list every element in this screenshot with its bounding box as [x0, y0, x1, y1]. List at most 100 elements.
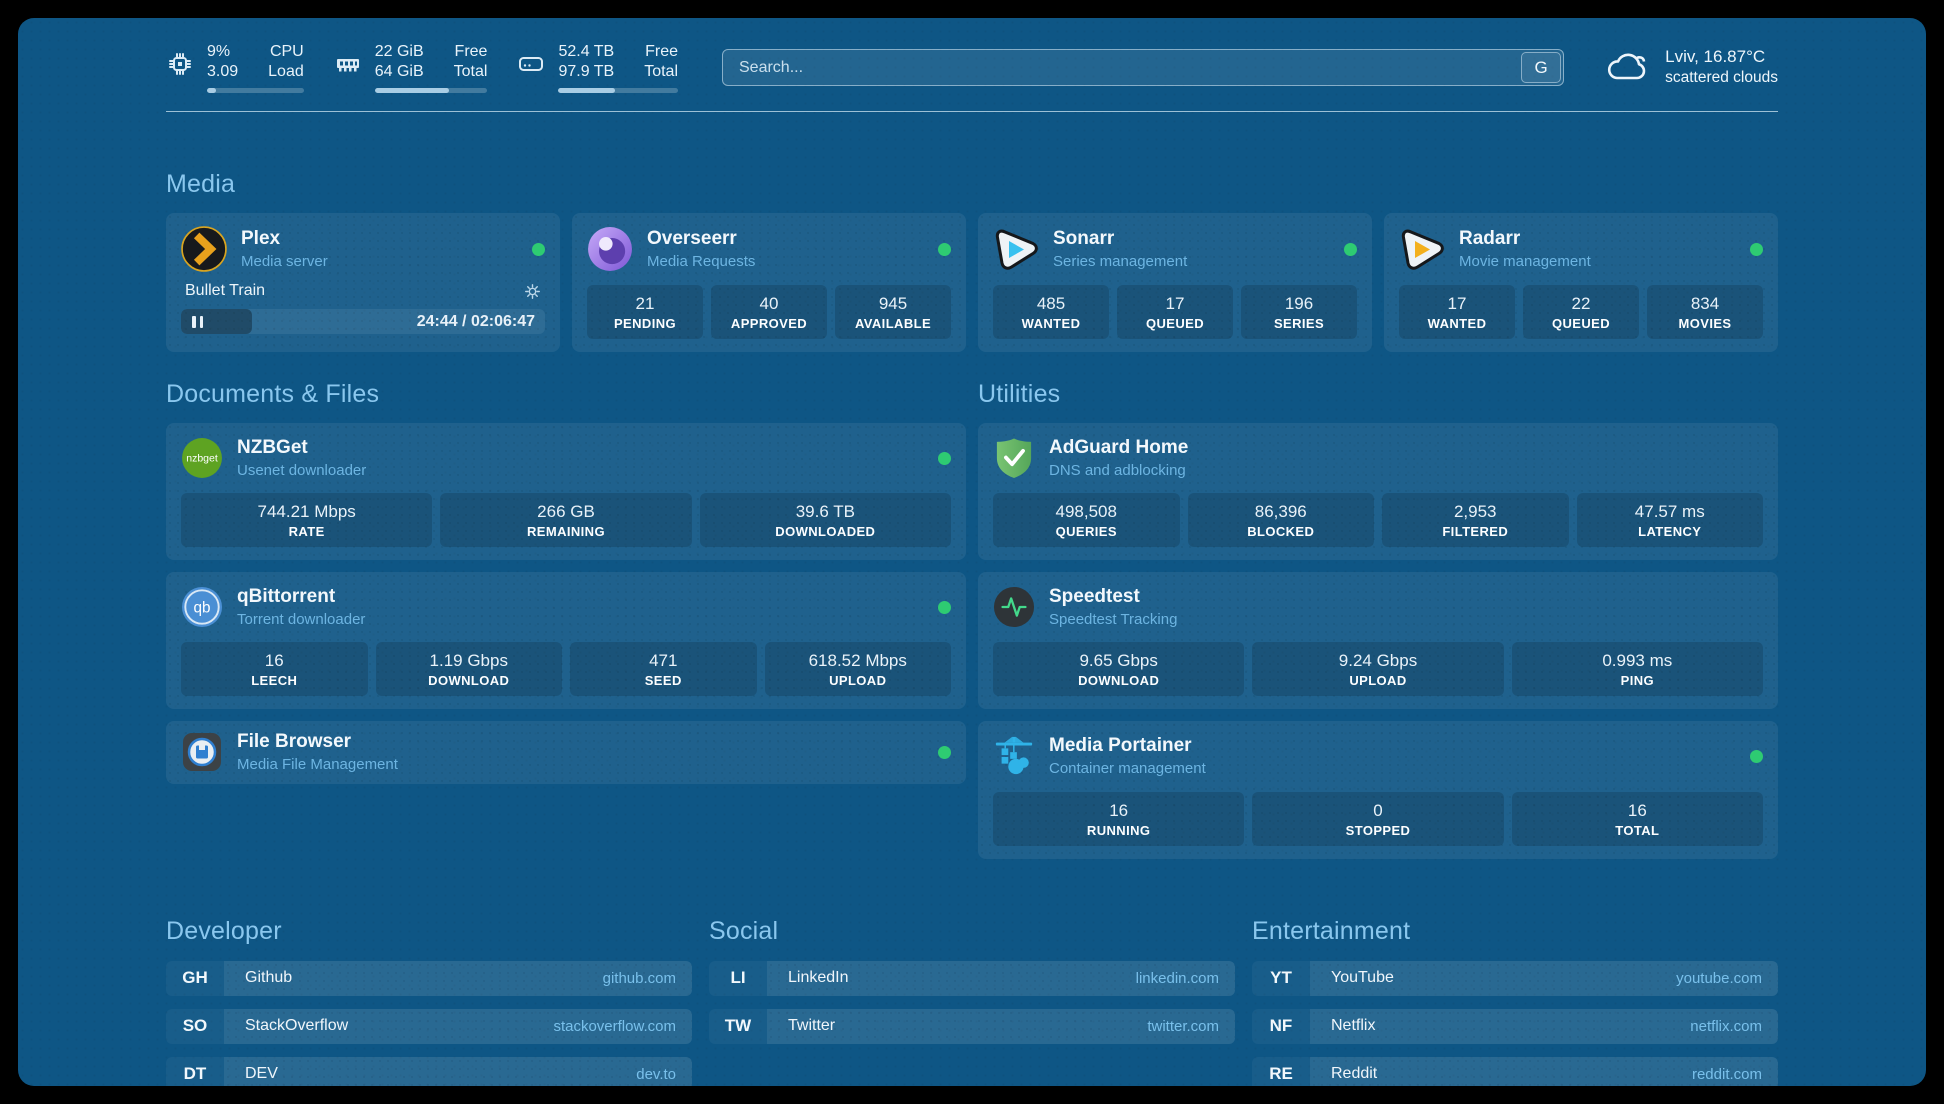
- cpu-progress-bar: [207, 88, 304, 93]
- bookmarks-entertainment: Entertainment YT YouTube youtube.com NF …: [1252, 917, 1778, 1086]
- app-subtitle: DNS and adblocking: [1049, 461, 1186, 479]
- status-dot: [1750, 242, 1763, 256]
- app-title: Overseerr: [647, 227, 737, 249]
- memory-progress-bar: [374, 88, 488, 93]
- bookmark-name: DEV: [245, 1065, 278, 1083]
- bookmark-name: Netflix: [1331, 1017, 1376, 1035]
- stat-queued: 17 QUEUED: [1117, 285, 1233, 339]
- storage-total-value: 97.9 TB: [558, 63, 615, 80]
- storage-stat: 52.4 TB 97.9 TB Free Total: [517, 42, 678, 93]
- search-input[interactable]: [722, 49, 1565, 86]
- app-card-overseerr[interactable]: Overseerr Media Requests 21 PENDING 40 APP…: [572, 213, 966, 352]
- memory-icon: [336, 59, 359, 72]
- bookmark-abbr: SO: [166, 1008, 224, 1044]
- bookmark-domain: netflix.com: [1690, 1017, 1762, 1035]
- app-subtitle: Usenet downloader: [237, 461, 367, 479]
- sonarr-icon: [993, 226, 1039, 272]
- app-card-radarr[interactable]: Radarr Movie management 17 WANTED 22 QUEUE…: [1384, 213, 1778, 352]
- status-dot: [938, 242, 951, 256]
- bookmark-reddit[interactable]: RE Reddit reddit.com: [1252, 1056, 1778, 1086]
- bookmark-name: LinkedIn: [788, 969, 849, 987]
- svg-text:qb: qb: [194, 600, 211, 617]
- bookmark-linkedin[interactable]: LI LinkedIn linkedin.com: [709, 960, 1235, 996]
- app-card-portainer[interactable]: Media Portainer Container management 16 R…: [978, 721, 1778, 859]
- memory-free-label: Free: [454, 43, 488, 60]
- status-dot: [938, 745, 951, 759]
- stat-movies: 834 MOVIES: [1647, 285, 1763, 339]
- bookmark-twitter[interactable]: TW Twitter twitter.com: [709, 1008, 1235, 1044]
- app-title: Sonarr: [1053, 227, 1115, 249]
- stat-stopped: 0 STOPPED: [1252, 791, 1504, 846]
- bookmarks-social: Social LI LinkedIn linkedin.com TW Twitt…: [709, 917, 1235, 1086]
- stat-ping: 0.993 ms PING: [1511, 642, 1763, 697]
- app-title: qBittorrent: [237, 586, 336, 608]
- bookmark-abbr: LI: [709, 960, 767, 996]
- stat-remaining: 266 GB REMAINING: [440, 493, 692, 548]
- bookmark-dev[interactable]: DT DEV dev.to: [166, 1056, 692, 1086]
- weather-location-temp: Lviv, 16.87°C: [1665, 47, 1766, 67]
- media-grid: Plex Media server Bullet Train: [166, 213, 1778, 352]
- bookmark-domain: github.com: [602, 969, 676, 987]
- app-title: NZBGet: [237, 437, 308, 458]
- stat-total: 16 TOTAL: [1511, 791, 1763, 846]
- search-engine-button[interactable]: G: [1521, 52, 1562, 83]
- app-card-speedtest[interactable]: Speedtest Speedtest Tracking 9.65 Gbps DO…: [978, 572, 1778, 710]
- bookmark-abbr: YT: [1252, 960, 1310, 996]
- memory-total-label: Total: [453, 63, 488, 80]
- stat-available: 945 AVAILABLE: [835, 285, 951, 339]
- stat-pending: 21 PENDING: [587, 285, 703, 339]
- app-subtitle: Media Requests: [647, 252, 756, 270]
- status-dot: [1344, 242, 1357, 256]
- app-card-adguard[interactable]: AdGuard Home DNS and adblocking 498,508 Q…: [978, 423, 1778, 561]
- stat-seed: 471 SEED: [570, 642, 757, 697]
- utilities-column: Utilities: [978, 380, 1778, 859]
- radarr-icon: [1399, 226, 1445, 272]
- stat-filtered: 2,953 FILTERED: [1382, 493, 1569, 548]
- bookmark-name: StackOverflow: [245, 1017, 349, 1035]
- app-card-sonarr[interactable]: Sonarr Series management 485 WANTED 17 QUE…: [978, 213, 1372, 352]
- bookmark-name: Twitter: [788, 1017, 836, 1035]
- cpu-load-label: Load: [268, 63, 304, 80]
- storage-icon: [519, 57, 544, 71]
- app-card-plex[interactable]: Plex Media server Bullet Train: [166, 213, 560, 352]
- cpu-usage-label: CPU: [269, 43, 304, 60]
- status-dot: [1750, 749, 1763, 763]
- app-card-qbittorrent[interactable]: qb qBittorrent Torrent downloader 16 LEEC…: [166, 572, 966, 710]
- header-divider: [166, 111, 1778, 112]
- bookmark-stackoverflow[interactable]: SO StackOverflow stackoverflow.com: [166, 1008, 692, 1044]
- section-title-entertainment: Entertainment: [1252, 916, 1411, 945]
- app-card-filebrowser[interactable]: File Browser Media File Management: [166, 721, 966, 784]
- bookmark-abbr: GH: [166, 960, 224, 996]
- bookmark-abbr: TW: [709, 1008, 767, 1044]
- cpu-load-value: 3.09: [207, 63, 239, 80]
- bookmark-youtube[interactable]: YT YouTube youtube.com: [1252, 960, 1778, 996]
- stat-download: 9.65 Gbps DOWNLOAD: [993, 642, 1245, 697]
- app-card-nzbget[interactable]: nzbget NZBGet Usenet downloader 744.21 M…: [166, 423, 966, 561]
- bookmark-netflix[interactable]: NF Netflix netflix.com: [1252, 1008, 1778, 1044]
- playback-progress-bar[interactable]: 24:44 / 02:06:47: [181, 309, 545, 334]
- bookmark-name: Reddit: [1331, 1065, 1378, 1083]
- weather-widget[interactable]: Lviv, 16.87°C scattered clouds: [1606, 46, 1778, 88]
- overseerr-icon: [587, 226, 633, 272]
- stat-leech: 16 LEECH: [181, 642, 368, 697]
- section-title-documents: Documents & Files: [166, 380, 380, 408]
- storage-progress-bar: [558, 88, 678, 93]
- app-subtitle: Movie management: [1459, 252, 1591, 270]
- bookmark-domain: dev.to: [636, 1065, 676, 1083]
- memory-total-value: 64 GiB: [374, 63, 424, 80]
- gear-icon[interactable]: [524, 283, 541, 300]
- bookmark-name: Github: [245, 969, 293, 987]
- section-title-media: Media: [166, 170, 236, 198]
- bookmark-domain: twitter.com: [1147, 1017, 1219, 1035]
- bookmark-github[interactable]: GH Github github.com: [166, 960, 692, 996]
- pause-icon[interactable]: [192, 315, 203, 328]
- stat-queued: 22 QUEUED: [1523, 285, 1639, 339]
- plex-icon: [181, 226, 227, 272]
- plex-now-playing: Bullet Train 24:44 / 02:06:47: [181, 281, 545, 334]
- bookmark-domain: linkedin.com: [1135, 969, 1219, 987]
- documents-column: Documents & Files nzbget NZBGet U: [166, 380, 966, 859]
- bookmark-domain: reddit.com: [1691, 1065, 1762, 1083]
- bookmark-domain: stackoverflow.com: [553, 1017, 676, 1035]
- stat-wanted: 485 WANTED: [993, 285, 1109, 339]
- playback-time: 24:44 / 02:06:47: [416, 312, 535, 330]
